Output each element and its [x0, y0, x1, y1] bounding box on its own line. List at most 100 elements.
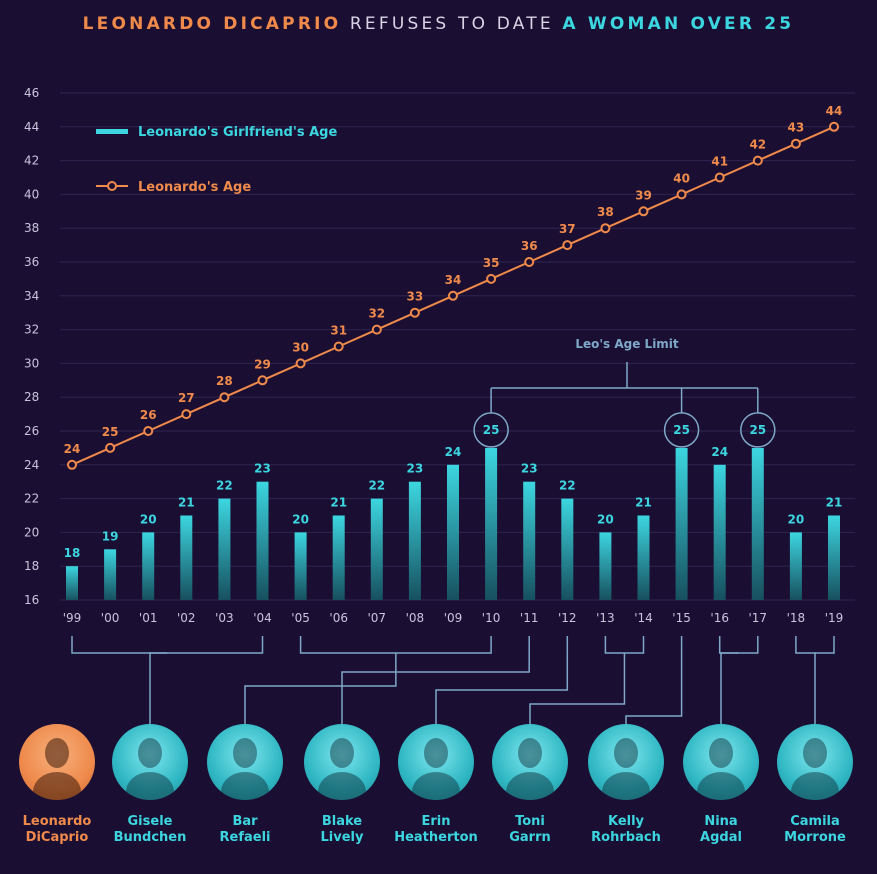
x-tick-label: '16: [710, 611, 729, 625]
leo-age-point: [257, 375, 268, 386]
person-name: Camila Morrone: [765, 814, 865, 846]
person-name: Kelly Rohrbach: [576, 814, 676, 846]
period-connector: [625, 653, 683, 726]
leo-age-point: [219, 392, 230, 403]
last-name: Garrn: [509, 830, 551, 845]
bar-value-label: 23: [254, 462, 271, 476]
leo-age-label: 25: [102, 425, 119, 439]
period-bracket: [795, 636, 835, 654]
leo-age-label: 32: [368, 307, 385, 321]
last-name: Lively: [320, 830, 364, 845]
legend: Leonardo's Girlfriend's Age Leonardo's Ag…: [96, 125, 337, 195]
girlfriend-age-bar: [180, 515, 193, 600]
leo-age-point: [181, 409, 192, 420]
y-tick-label: 44: [24, 120, 39, 134]
first-name: Blake: [321, 814, 363, 829]
avatar: [304, 724, 380, 800]
girlfriend-age-bar: [408, 481, 421, 600]
person-name: Toni Garrn: [480, 814, 580, 846]
bar-value-label: 23: [521, 462, 538, 476]
girlfriend-age-bar: [218, 498, 231, 600]
period-connector: [244, 653, 397, 726]
y-tick-label: 38: [24, 221, 39, 235]
title-part-refuses: REFUSES TO DATE: [341, 14, 563, 34]
leo-age-point: [333, 341, 344, 352]
title-part-woman: A WOMAN OVER 25: [562, 14, 795, 34]
leo-age-point: [752, 155, 763, 166]
bar-value-label: 21: [330, 496, 347, 510]
bar-value-label: 20: [597, 512, 614, 526]
person-name: Leonardo DiCaprio: [7, 814, 107, 846]
last-name: Agdal: [700, 830, 742, 845]
girlfriend-age-bar: [789, 532, 802, 600]
girlfriend-age-bar: [447, 464, 459, 600]
person-card: Leonardo DiCaprio: [7, 724, 107, 846]
legend-swatch-girlfriend: [96, 129, 128, 134]
first-name: Nina: [704, 814, 738, 829]
bar-value-label: 20: [140, 512, 157, 526]
first-name: Erin: [421, 814, 451, 829]
bar-value-label: 21: [826, 496, 843, 510]
bar-value-label: 25: [483, 423, 500, 437]
y-tick-label: 32: [24, 323, 39, 337]
leo-age-label: 42: [749, 138, 766, 152]
avatar: [207, 724, 283, 800]
bar-value-label: 24: [445, 445, 462, 459]
girlfriend-age-bar: [66, 566, 78, 600]
title-part-leonardo: LEONARDO DICAPRIO: [82, 14, 342, 34]
x-tick-label: '03: [215, 611, 234, 625]
leo-age-label: 34: [445, 273, 462, 287]
girlfriend-age-bar: [599, 532, 612, 600]
first-name: Kelly: [607, 814, 645, 829]
girlfriend-age-bar: [523, 481, 536, 600]
first-name: Toni: [515, 814, 545, 829]
leo-age-label: 39: [635, 188, 652, 202]
bar-value-label: 25: [749, 423, 766, 437]
y-tick-label: 24: [24, 458, 39, 472]
leo-age-label: 38: [597, 205, 614, 219]
girlfriend-age-bar: [828, 515, 840, 600]
last-name: Heatherton: [394, 830, 478, 845]
y-tick-label: 34: [24, 289, 39, 303]
leo-age-point: [562, 240, 573, 251]
leo-age-label: 36: [521, 239, 538, 253]
y-tick-label: 18: [24, 559, 39, 573]
leo-age-point: [448, 290, 458, 301]
x-tick-label: '04: [253, 611, 272, 625]
avatar: [777, 724, 853, 800]
girlfriend-age-bar: [637, 515, 650, 600]
x-tick-label: '10: [482, 611, 501, 625]
last-name: Bundchen: [113, 830, 187, 845]
y-tick-label: 42: [24, 154, 39, 168]
person-name: Erin Heatherton: [386, 814, 486, 846]
person-name: Nina Agdal: [671, 814, 771, 846]
leo-age-label: 40: [673, 171, 690, 185]
period-connector: [720, 652, 739, 726]
first-name: Camila: [790, 814, 840, 829]
girlfriend-period-brackets: [71, 636, 835, 726]
age-limit-highlights: 25 25 25: [473, 412, 776, 448]
y-axis-ticks: 16 18 20 22 24 26 28 30 32 34 36 38 40 42 44 46: [24, 86, 39, 607]
bar-value-label: 24: [711, 445, 728, 459]
leo-age-label: 26: [140, 408, 157, 422]
leo-age-label: 31: [330, 324, 347, 338]
person-card: Camila Morrone: [765, 724, 865, 846]
leo-age-label: 29: [254, 357, 271, 371]
x-tick-label: '05: [291, 611, 310, 625]
x-tick-label: '06: [329, 611, 348, 625]
bar-value-label: 21: [178, 496, 195, 510]
y-tick-label: 22: [24, 492, 39, 506]
bar-value-label: 19: [102, 529, 119, 543]
y-tick-label: 26: [24, 424, 39, 438]
x-tick-label: '19: [825, 611, 844, 625]
leo-age-point: [790, 138, 801, 149]
x-tick-label: '08: [406, 611, 425, 625]
girlfriend-age-bar: [485, 447, 498, 600]
girlfriend-age-bar: [370, 498, 383, 600]
leo-age-point: [67, 459, 77, 470]
age-limit-annotation: Leo's Age Limit: [490, 337, 759, 413]
person-name: Gisele Bundchen: [100, 814, 200, 846]
x-tick-label: '02: [177, 611, 196, 625]
girlfriend-age-bar: [294, 532, 307, 600]
